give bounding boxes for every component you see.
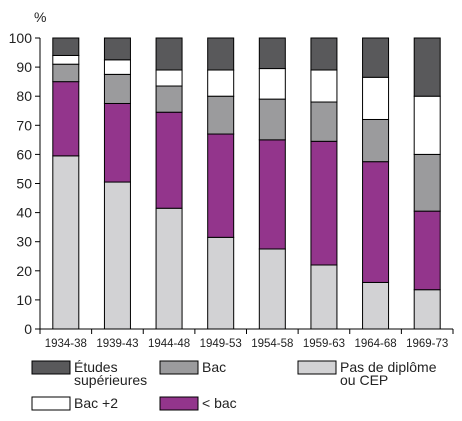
- y-tick-label-100: 100: [9, 30, 33, 46]
- legend-item-bac-plus2: Bac +2: [31, 395, 118, 411]
- y-tick-label-20: 20: [16, 263, 32, 279]
- bar-pas-de-diplome-ou-cep-1969-73: [413, 289, 441, 330]
- legend-label-pas-de-diplome-ou-cep-2: ou CEP: [340, 372, 388, 388]
- bar-etudes-superieures-1964-68: [362, 37, 390, 78]
- bar-bac-1939-43: [103, 73, 131, 104]
- y-tick-label-40: 40: [16, 205, 32, 221]
- bar-bac-1969-73: [413, 153, 441, 212]
- x-tick-label-1954-58: 1954-58: [251, 338, 293, 350]
- legend-swatch-etudes-superieures: [31, 360, 71, 375]
- bar-lt-bac-1949-53: [207, 133, 235, 238]
- bar-pas-de-diplome-ou-cep-1964-68: [362, 281, 390, 330]
- legend-swatch-lt-bac: [159, 396, 199, 411]
- bar-lt-bac-1939-43: [103, 102, 131, 183]
- y-tick-label-80: 80: [16, 88, 32, 104]
- bar-bac-1934-38: [52, 63, 80, 83]
- x-tick-label-1939-43: 1939-43: [96, 338, 138, 350]
- y-tick-label-10: 10: [16, 292, 32, 308]
- x-tick-label-1949-53: 1949-53: [200, 338, 242, 350]
- bar-bac-1944-48: [155, 85, 183, 113]
- bar-etudes-superieures-1959-63: [310, 37, 338, 71]
- bar-pas-de-diplome-ou-cep-1949-53: [207, 236, 235, 330]
- bar-etudes-superieures-1949-53: [207, 37, 235, 71]
- bar-bac-plus2-1964-68: [362, 76, 390, 120]
- bar-bac-plus2-1944-48: [155, 69, 183, 87]
- bar-bac-1949-53: [207, 95, 235, 135]
- y-tick-label-30: 30: [16, 234, 32, 250]
- bar-pas-de-diplome-ou-cep-1954-58: [258, 248, 286, 330]
- legend-label-etudes-superieures-1: Études: [74, 359, 118, 375]
- bar-etudes-superieures-1934-38: [52, 37, 80, 56]
- y-tick-label-0: 0: [24, 321, 32, 337]
- legend-label-etudes-superieures-2: supérieures: [74, 372, 147, 388]
- x-tick-label-1969-73: 1969-73: [406, 338, 448, 350]
- axes: 0 10 20 30 40 50 60 70 80 90 100 1934-38 1939-43 1944…: [9, 30, 454, 350]
- bar-bac-1964-68: [362, 118, 390, 163]
- legend-swatch-pas-de-diplome-ou-cep: [297, 360, 337, 375]
- bar-lt-bac-1944-48: [155, 111, 183, 209]
- x-tick-label-1934-38: 1934-38: [45, 338, 87, 350]
- legend-swatch-bac-plus2: [31, 396, 71, 411]
- bar-etudes-superieures-1954-58: [258, 37, 286, 70]
- bar-lt-bac-1934-38: [52, 81, 80, 157]
- bar-bac-1959-63: [310, 101, 338, 142]
- y-tick-label-70: 70: [16, 117, 32, 133]
- y-unit-label: %: [34, 9, 46, 25]
- bar-pas-de-diplome-ou-cep-1959-63: [310, 264, 338, 330]
- bar-lt-bac-1969-73: [413, 210, 441, 291]
- bar-etudes-superieures-1939-43: [103, 37, 131, 61]
- bar-lt-bac-1954-58: [258, 139, 286, 250]
- x-tick-label-1964-68: 1964-68: [354, 338, 396, 350]
- bar-lt-bac-1964-68: [362, 161, 390, 283]
- bar-pas-de-diplome-ou-cep-1939-43: [103, 181, 131, 330]
- bar-bac-plus2-1949-53: [207, 69, 235, 97]
- bar-bac-plus2-1939-43: [103, 59, 131, 75]
- bars: [52, 37, 441, 330]
- legend-label-lt-bac: < bac: [202, 395, 237, 411]
- legend-label-bac-plus2: Bac +2: [74, 395, 118, 411]
- y-tick-label-90: 90: [16, 59, 32, 75]
- bar-pas-de-diplome-ou-cep-1934-38: [52, 155, 80, 330]
- bar-bac-plus2-1959-63: [310, 69, 338, 103]
- bar-pas-de-diplome-ou-cep-1944-48: [155, 207, 183, 330]
- bar-bac-1954-58: [258, 98, 286, 141]
- bar-bac-plus2-1969-73: [413, 95, 441, 155]
- y-tick-label-60: 60: [16, 146, 32, 162]
- legend-swatch-bac: [159, 360, 199, 375]
- legend-label-bac: Bac: [202, 359, 226, 375]
- legend-item-lt-bac: < bac: [159, 395, 237, 411]
- x-tick-label-1944-48: 1944-48: [148, 338, 190, 350]
- bar-bac-plus2-1934-38: [52, 54, 80, 65]
- y-tick-label-50: 50: [16, 176, 32, 192]
- bar-etudes-superieures-1969-73: [413, 37, 441, 97]
- bar-bac-plus2-1954-58: [258, 68, 286, 100]
- bar-etudes-superieures-1944-48: [155, 37, 183, 71]
- bar-lt-bac-1959-63: [310, 140, 338, 266]
- legend-label-pas-de-diplome-ou-cep-1: Pas de diplôme: [340, 359, 437, 375]
- x-tick-label-1959-63: 1959-63: [303, 338, 345, 350]
- legend-item-bac: Bac: [159, 359, 226, 375]
